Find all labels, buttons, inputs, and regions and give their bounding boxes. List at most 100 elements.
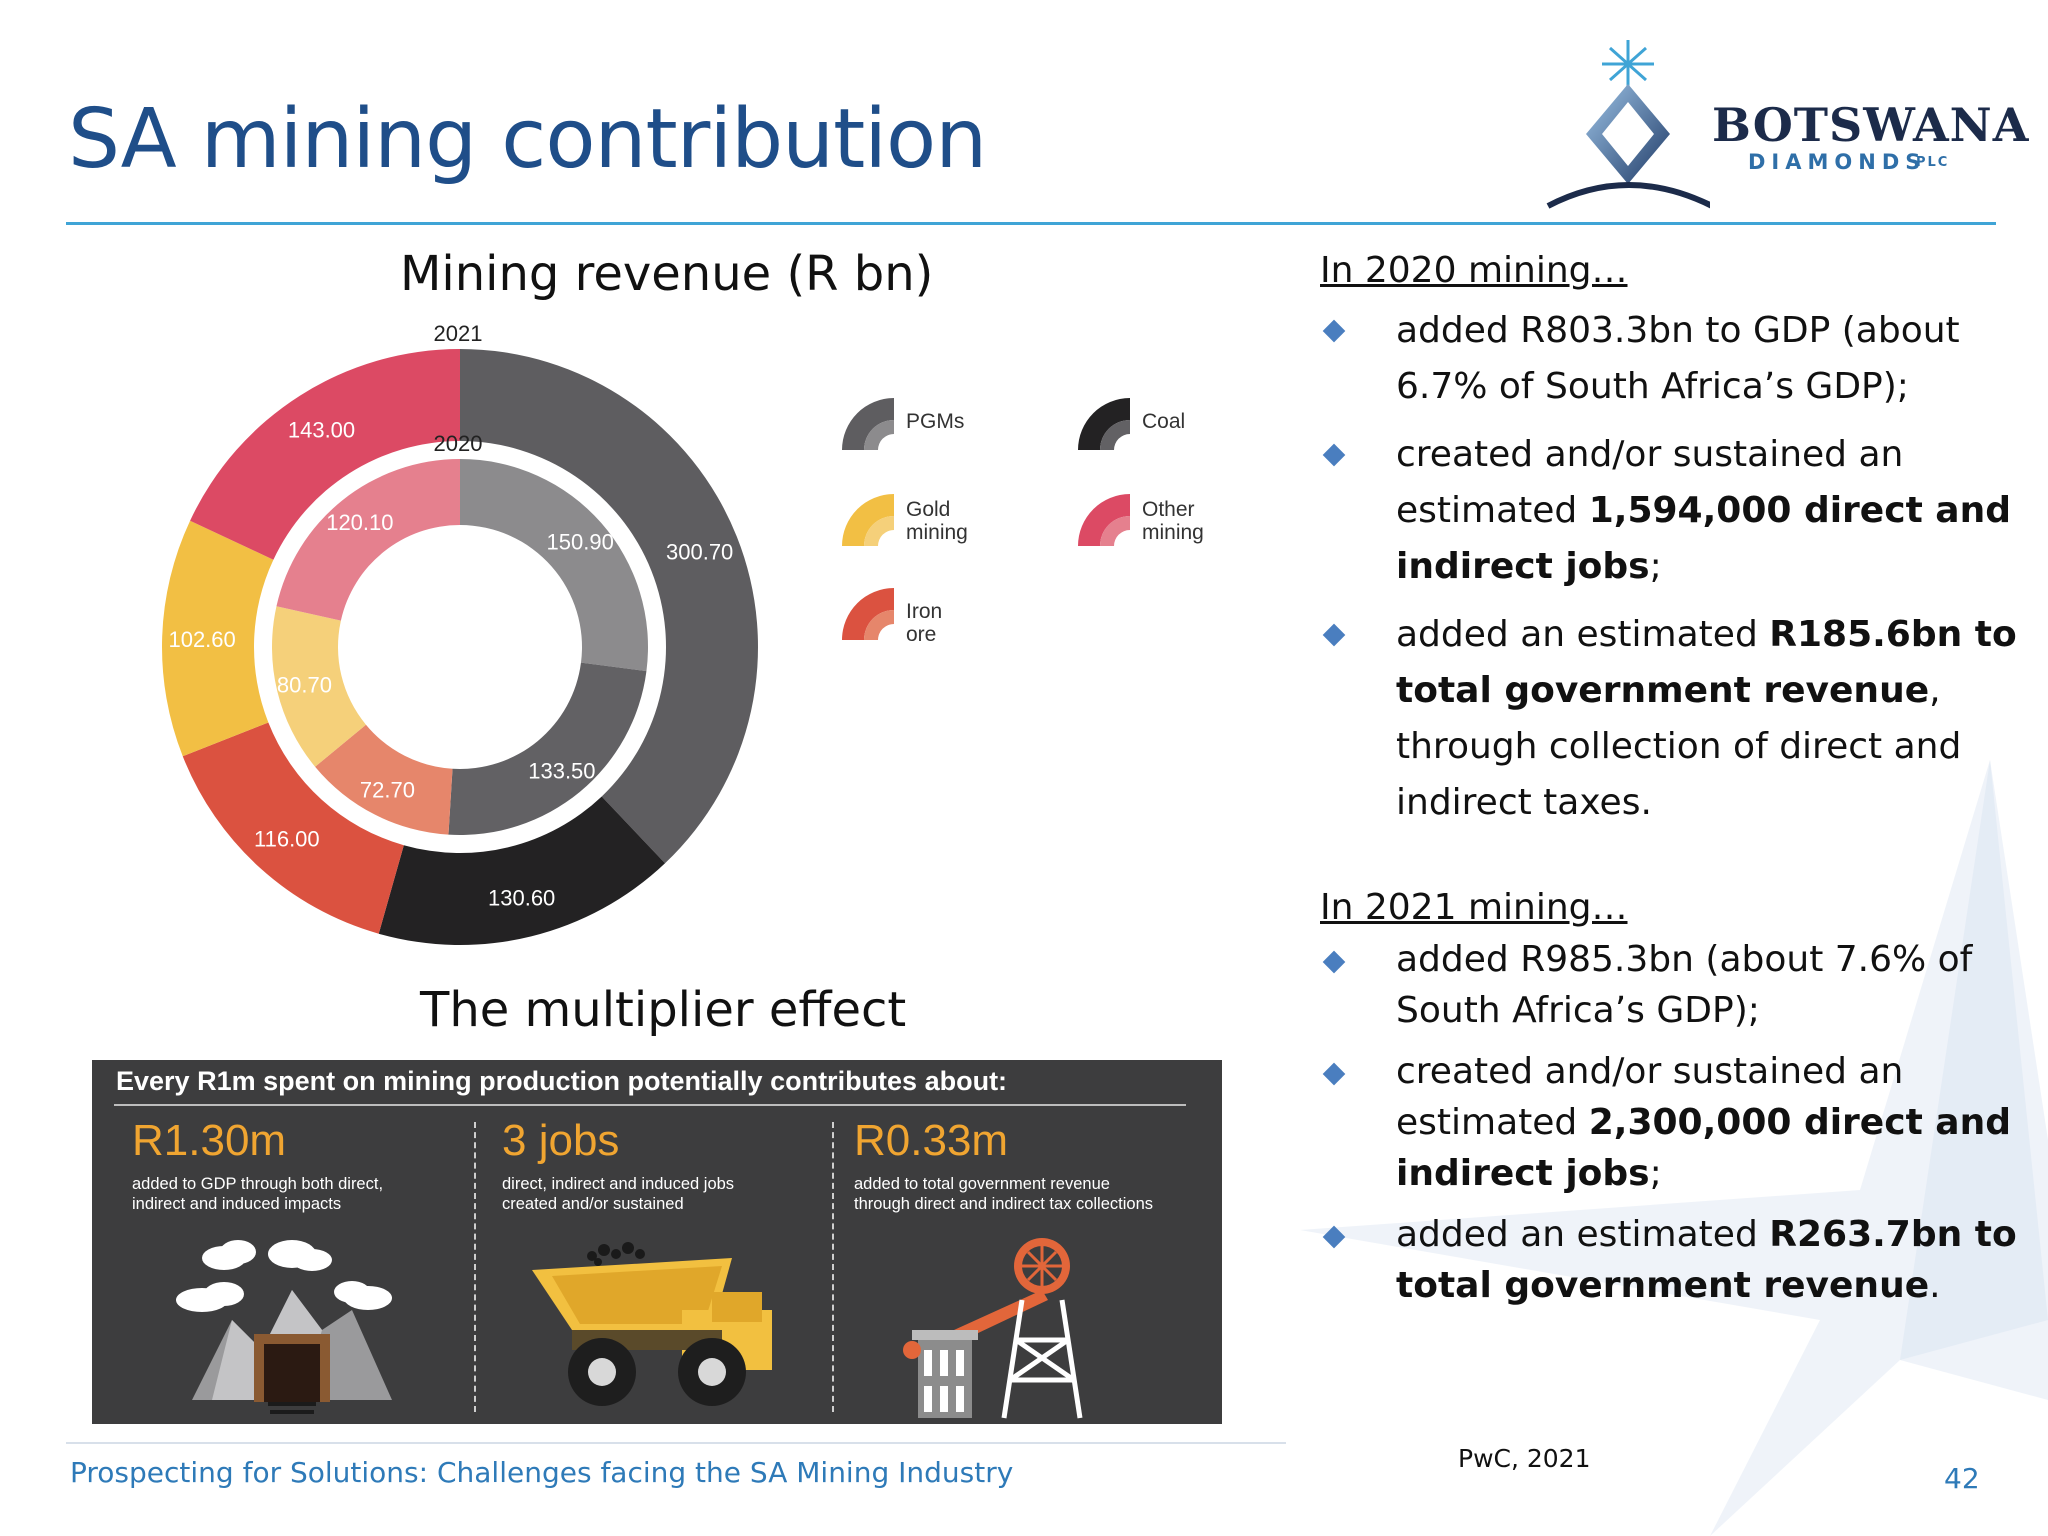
bullet-text: added R803.3bn to GDP (about 6.7% of Sou… (1396, 310, 1960, 407)
donut-value-label: 143.00 (288, 417, 355, 442)
bullet-text: . (1929, 1265, 1941, 1306)
legend-swatch-icon (1078, 398, 1130, 450)
multiplier-gdp-text: added to GDP through both direct, indire… (132, 1175, 384, 1213)
list-item: created and/or sustained an estimated 2,… (1320, 1046, 2020, 1199)
multiplier-title: The multiplier effect (420, 982, 907, 1038)
bullet-text: added an estimated (1396, 1214, 1770, 1255)
bullet-text: ; (1649, 1153, 1662, 1194)
donut-slice-2020-pgms (460, 459, 648, 672)
facts-column: In 2020 mining… added R803.3bn to GDP (a… (1320, 250, 2020, 1311)
legend-label: Coal (1142, 410, 1186, 433)
multiplier-jobs: 3 jobs direct, indirect and induced jobs… (502, 1116, 734, 1214)
ring-year-label-2020: 2020 (434, 431, 483, 456)
dump-truck-icon (532, 1242, 772, 1406)
bullet-bold-text: R263.7bn to total government revenue (1396, 1214, 2017, 1306)
diamond-bullet-icon (1322, 623, 1346, 647)
list-item: added an estimated R263.7bn to total gov… (1320, 1209, 2020, 1311)
ring-year-label-2021: 2021 (434, 321, 483, 346)
footer-divider (66, 1442, 1286, 1444)
list-item: added R985.3bn (about 7.6% of South Afri… (1320, 934, 2020, 1036)
diamond-bullet-icon (1322, 443, 1346, 467)
bullet-bold-text: 2,300,000 direct and indirect jobs (1396, 1102, 2011, 1194)
list-item: added an estimated R185.6bn to total gov… (1320, 607, 2020, 831)
chart-legend: PGMs Coal Gold mining Other mining Iron ore (840, 396, 1260, 656)
donut-value-label: 116.00 (254, 826, 320, 851)
legend-swatch-icon (842, 398, 894, 450)
bullet-text: created and/or sustained an estimated (1396, 434, 1904, 531)
legend-label: Gold mining (906, 498, 968, 544)
donut-value-label: 133.50 (528, 758, 595, 783)
legend-swatch-icon (1078, 494, 1130, 546)
multiplier-headline: Every R1m spent on mining production pot… (116, 1066, 1008, 1096)
multiplier-jobs-value: 3 jobs (502, 1116, 620, 1165)
donut-slice-2021-coal (378, 796, 666, 946)
multiplier-panel: Every R1m spent on mining production pot… (92, 1060, 1222, 1424)
donut-value-label: 300.70 (666, 539, 733, 564)
multiplier-tax: R0.33m added to total government revenue… (854, 1116, 1153, 1214)
logo-wordmark: BOTSWANA (1712, 98, 2030, 152)
donut-slice-2021-other-mining (190, 349, 460, 560)
list-item: added R803.3bn to GDP (about 6.7% of Sou… (1320, 303, 2020, 415)
chart-title: Mining revenue (R bn) (400, 246, 934, 302)
multiplier-tax-value: R0.33m (854, 1116, 1009, 1165)
bullet-text: created and/or sustained an estimated (1396, 1051, 1904, 1143)
legend-item: Other mining (1076, 492, 1204, 552)
list-item: created and/or sustained an estimated 1,… (1320, 427, 2020, 595)
logo-plc: PLC (1916, 155, 1950, 170)
logo-subtitle: DIAMONDS (1748, 150, 1927, 174)
bullet-bold-text: 1,594,000 direct and indirect jobs (1396, 490, 2011, 587)
donut-slice-2021-pgms (460, 349, 758, 864)
bullet-bold-text: R185.6bn to total government revenue (1396, 614, 2017, 711)
footer-title: Prospecting for Solutions: Challenges fa… (70, 1456, 1014, 1489)
mine-entrance-icon (176, 1240, 392, 1414)
mine-headframe-icon (903, 1238, 1083, 1419)
legend-label: Other mining (1142, 498, 1204, 544)
donut-value-label: 120.10 (326, 510, 393, 535)
legend-item: PGMs (840, 396, 964, 456)
source-citation: PwC, 2021 (1458, 1444, 1591, 1473)
multiplier-divider (114, 1104, 1186, 1106)
facts-2021-heading: In 2021 mining… (1320, 887, 1628, 928)
legend-item: Gold mining (840, 492, 968, 552)
legend-item: Iron ore (840, 586, 942, 646)
facts-2021-list: added R985.3bn (about 7.6% of South Afri… (1320, 934, 2020, 1311)
legend-label: Iron ore (906, 600, 943, 646)
company-logo: BOTSWANA DIAMONDS PLC (1540, 34, 2028, 214)
multiplier-separator (474, 1122, 476, 1412)
bullet-text: , through collection of direct and indir… (1396, 670, 1962, 823)
legend-swatch-icon (842, 494, 894, 546)
title-divider (66, 222, 1996, 225)
legend-label: PGMs (906, 410, 965, 433)
background-star-watermark (1300, 760, 2048, 1536)
page-number: 42 (1944, 1462, 1980, 1495)
multiplier-separator (832, 1122, 834, 1412)
diamond-logo-icon (1546, 40, 1710, 209)
bullet-text: ; (1649, 546, 1662, 587)
donut-value-label: 80.70 (277, 672, 332, 697)
diamond-bullet-icon (1322, 950, 1346, 974)
donut-value-label: 102.60 (168, 627, 235, 652)
multiplier-gdp-value: R1.30m (132, 1116, 287, 1165)
multiplier-tax-text: added to total government revenue throug… (854, 1175, 1153, 1213)
donut-slice-2020-iron-ore (315, 724, 453, 835)
facts-2020-list: added R803.3bn to GDP (about 6.7% of Sou… (1320, 303, 2020, 831)
donut-value-label: 130.60 (488, 886, 555, 911)
diamond-bullet-icon (1322, 1062, 1346, 1086)
diamond-bullet-icon (1322, 1225, 1346, 1249)
donut-slice-2020-gold-mining (272, 606, 366, 767)
multiplier-jobs-text: direct, indirect and induced jobs create… (502, 1175, 735, 1213)
donut-value-label: 72.70 (360, 778, 415, 803)
multiplier-gdp: R1.30m added to GDP through both direct,… (132, 1116, 383, 1214)
donut-slice-2021-gold-mining (161, 520, 274, 757)
donut-value-label: 150.90 (547, 529, 614, 554)
slide-title: SA mining contribution (68, 92, 987, 187)
legend-swatch-icon (842, 588, 894, 640)
bullet-text: added an estimated (1396, 614, 1770, 655)
donut-slice-2020-other-mining (276, 459, 460, 621)
legend-item: Coal (1076, 396, 1185, 456)
bullet-text: added R985.3bn (about 7.6% of South Afri… (1396, 939, 1973, 1031)
facts-2020-heading: In 2020 mining… (1320, 250, 1628, 291)
donut-slice-2021-iron-ore (182, 722, 404, 934)
diamond-bullet-icon (1322, 319, 1346, 343)
donut-slice-2020-coal (448, 662, 647, 835)
